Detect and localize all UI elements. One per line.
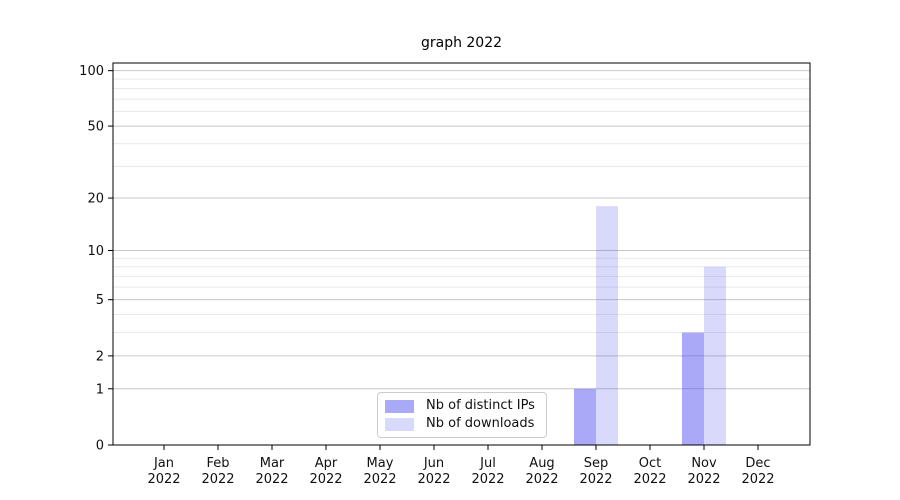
x-tick-label-year: 2022 [525,472,558,487]
chart-title: graph 2022 [420,35,503,51]
x-tick-label-year: 2022 [147,472,180,487]
legend-swatch-distinct-ips-icon [385,399,414,413]
x-tick-label-year: 2022 [201,472,234,487]
x-tick-label-year: 2022 [687,472,720,487]
x-tick-label-month: Feb [206,456,229,471]
x-tick-label-month: Apr [315,456,338,471]
x-tick-label-month: Dec [745,456,770,471]
bar-downloads-nov [704,266,726,445]
legend-item-downloads: Nb of downloads [385,417,539,431]
x-tick-label-month: Sep [584,456,609,471]
y-tick-label: 2 [96,349,104,364]
y-tick-label: 10 [87,244,104,259]
x-tick-label-year: 2022 [417,472,450,487]
bar-distinct-ips-nov [682,332,704,445]
x-tick-label-year: 2022 [309,472,342,487]
y-tick-label: 1 [96,382,104,397]
x-tick-label-year: 2022 [633,472,666,487]
x-tick-label-year: 2022 [741,472,774,487]
plot-border [112,62,811,446]
legend: Nb of distinct IPs Nb of downloads [377,392,547,438]
x-tick-label-month: Mar [260,456,285,471]
x-tick-label-year: 2022 [363,472,396,487]
x-tick-label-month: Jul [479,456,496,471]
x-tick-label-month: Oct [639,456,661,471]
y-tick-label: 100 [79,64,104,79]
x-tick-label-year: 2022 [255,472,288,487]
x-tick-label-month: Jan [153,456,174,471]
x-tick-label-month: Aug [529,456,554,471]
legend-label-distinct-ips: Nb of distinct IPs [426,398,535,413]
x-tick-label-year: 2022 [471,472,504,487]
bar-distinct-ips-sep [574,388,596,445]
x-tick-label-year: 2022 [579,472,612,487]
y-tick-label: 50 [87,120,104,135]
x-tick-label-month: May [367,456,394,471]
legend-swatch-downloads-icon [385,417,414,431]
y-tick-label: 5 [96,293,104,308]
x-tick-label-month: Nov [691,456,717,471]
bar-downloads-sep [596,206,618,445]
y-tick-label: 20 [87,192,104,207]
legend-label-downloads: Nb of downloads [426,416,535,431]
x-tick-label-month: Jun [423,456,444,471]
y-tick-label: 0 [96,439,104,454]
legend-item-distinct-ips: Nb of distinct IPs [385,399,539,413]
